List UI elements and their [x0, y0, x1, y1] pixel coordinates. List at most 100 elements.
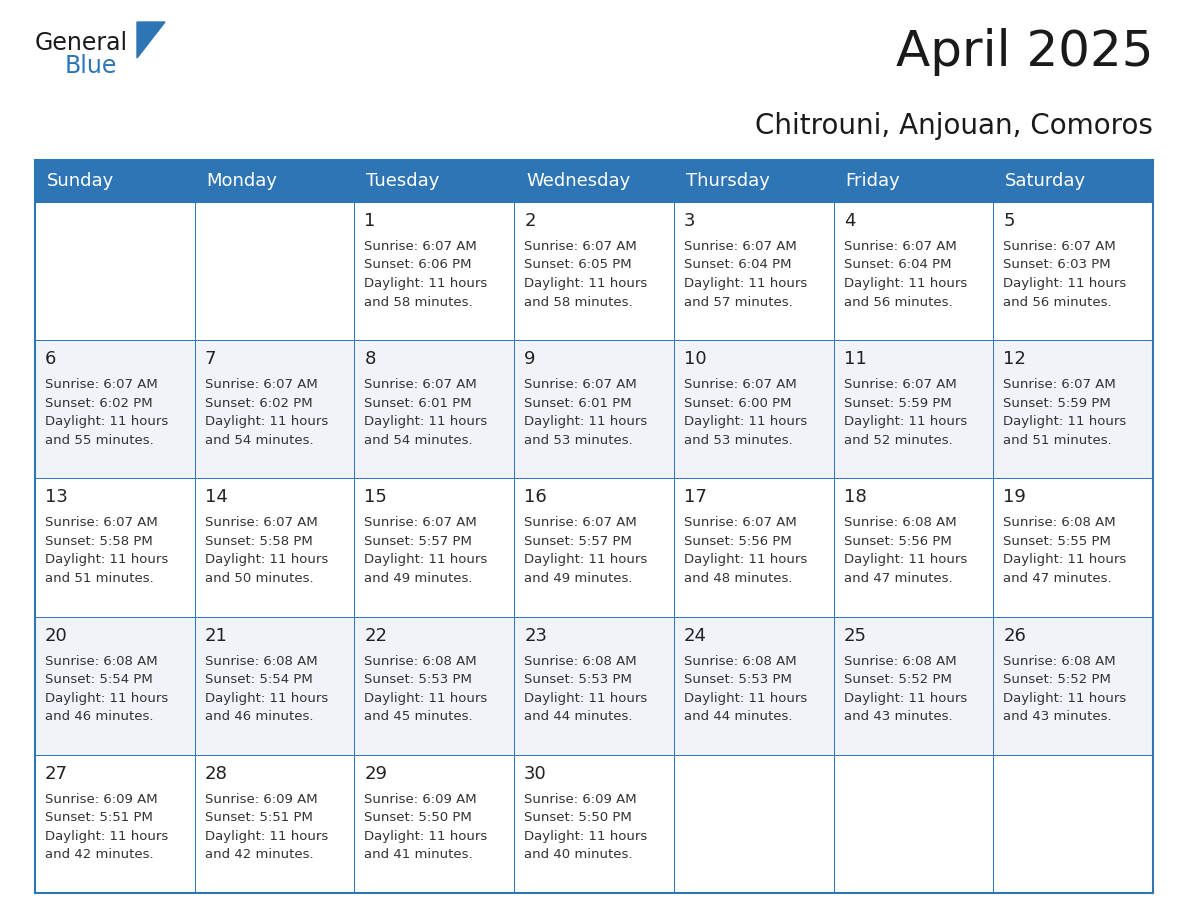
Bar [514, 478, 674, 617]
Text: Tuesday: Tuesday [366, 172, 440, 190]
Text: Daylight: 11 hours: Daylight: 11 hours [843, 415, 967, 428]
Text: Daylight: 11 hours: Daylight: 11 hours [365, 554, 488, 566]
Text: Sunrise: 6:08 AM: Sunrise: 6:08 AM [843, 517, 956, 530]
Bar [195, 341, 354, 478]
Bar [34, 341, 195, 478]
Text: Sunset: 5:58 PM: Sunset: 5:58 PM [45, 535, 153, 548]
Text: Sunrise: 6:07 AM: Sunrise: 6:07 AM [365, 240, 478, 253]
Text: Sunrise: 6:08 AM: Sunrise: 6:08 AM [524, 655, 637, 667]
Bar [354, 202, 514, 341]
Text: Sunset: 6:01 PM: Sunset: 6:01 PM [365, 397, 472, 409]
Text: Sunrise: 6:07 AM: Sunrise: 6:07 AM [524, 378, 637, 391]
Text: Daylight: 11 hours: Daylight: 11 hours [524, 691, 647, 705]
Bar [354, 617, 514, 755]
Bar [674, 755, 834, 893]
Text: Daylight: 11 hours: Daylight: 11 hours [524, 554, 647, 566]
Text: Sunrise: 6:08 AM: Sunrise: 6:08 AM [204, 655, 317, 667]
Text: Daylight: 11 hours: Daylight: 11 hours [204, 554, 328, 566]
Bar [195, 202, 354, 341]
Text: Sunset: 6:04 PM: Sunset: 6:04 PM [684, 259, 791, 272]
Text: 16: 16 [524, 488, 546, 507]
Text: Sunrise: 6:07 AM: Sunrise: 6:07 AM [843, 378, 956, 391]
Text: 11: 11 [843, 350, 866, 368]
Text: 23: 23 [524, 627, 548, 644]
Text: Sunset: 5:57 PM: Sunset: 5:57 PM [524, 535, 632, 548]
Text: 15: 15 [365, 488, 387, 507]
Text: 13: 13 [45, 488, 68, 507]
Bar [834, 341, 993, 478]
Bar [34, 617, 195, 755]
Text: 4: 4 [843, 212, 855, 230]
Text: 19: 19 [1004, 488, 1026, 507]
Bar [34, 160, 1154, 202]
Bar [195, 478, 354, 617]
Text: Sunrise: 6:08 AM: Sunrise: 6:08 AM [365, 655, 478, 667]
Text: 24: 24 [684, 627, 707, 644]
Text: Daylight: 11 hours: Daylight: 11 hours [365, 830, 488, 843]
Text: Daylight: 11 hours: Daylight: 11 hours [365, 277, 488, 290]
Text: 21: 21 [204, 627, 228, 644]
Text: Daylight: 11 hours: Daylight: 11 hours [684, 691, 807, 705]
Text: 2: 2 [524, 212, 536, 230]
Text: and 51 minutes.: and 51 minutes. [45, 572, 153, 585]
Text: and 46 minutes.: and 46 minutes. [204, 711, 314, 723]
Text: 26: 26 [1004, 627, 1026, 644]
Text: Saturday: Saturday [1005, 172, 1086, 190]
Bar [993, 202, 1154, 341]
Text: and 50 minutes.: and 50 minutes. [204, 572, 314, 585]
Bar [514, 617, 674, 755]
Text: Sunrise: 6:08 AM: Sunrise: 6:08 AM [684, 655, 796, 667]
Text: 20: 20 [45, 627, 68, 644]
Text: Sunset: 5:56 PM: Sunset: 5:56 PM [843, 535, 952, 548]
Text: and 58 minutes.: and 58 minutes. [365, 296, 473, 308]
Text: and 42 minutes.: and 42 minutes. [204, 848, 314, 861]
Text: Wednesday: Wednesday [526, 172, 631, 190]
Text: and 40 minutes.: and 40 minutes. [524, 848, 633, 861]
Text: 5: 5 [1004, 212, 1015, 230]
Bar [993, 341, 1154, 478]
Bar [514, 202, 674, 341]
Text: Daylight: 11 hours: Daylight: 11 hours [843, 554, 967, 566]
Text: Sunrise: 6:07 AM: Sunrise: 6:07 AM [45, 378, 158, 391]
Text: Sunset: 5:50 PM: Sunset: 5:50 PM [524, 812, 632, 824]
Text: and 54 minutes.: and 54 minutes. [204, 433, 314, 447]
Bar [34, 478, 195, 617]
Text: 22: 22 [365, 627, 387, 644]
Text: Sunset: 5:52 PM: Sunset: 5:52 PM [1004, 673, 1111, 686]
Bar [993, 617, 1154, 755]
Text: Daylight: 11 hours: Daylight: 11 hours [1004, 691, 1126, 705]
Text: 8: 8 [365, 350, 375, 368]
Text: Monday: Monday [207, 172, 278, 190]
Text: Sunset: 5:53 PM: Sunset: 5:53 PM [524, 673, 632, 686]
Text: Chitrouni, Anjouan, Comoros: Chitrouni, Anjouan, Comoros [756, 112, 1154, 140]
Text: and 43 minutes.: and 43 minutes. [1004, 711, 1112, 723]
Text: 6: 6 [45, 350, 56, 368]
Text: Sunrise: 6:09 AM: Sunrise: 6:09 AM [204, 793, 317, 806]
Text: and 57 minutes.: and 57 minutes. [684, 296, 792, 308]
Text: Sunrise: 6:07 AM: Sunrise: 6:07 AM [524, 517, 637, 530]
Text: Daylight: 11 hours: Daylight: 11 hours [524, 415, 647, 428]
Text: Sunrise: 6:08 AM: Sunrise: 6:08 AM [1004, 517, 1116, 530]
Text: Sunset: 5:52 PM: Sunset: 5:52 PM [843, 673, 952, 686]
Text: Sunset: 5:54 PM: Sunset: 5:54 PM [45, 673, 153, 686]
Text: 3: 3 [684, 212, 695, 230]
Text: Sunrise: 6:07 AM: Sunrise: 6:07 AM [1004, 378, 1116, 391]
Bar [354, 755, 514, 893]
Text: Sunset: 5:54 PM: Sunset: 5:54 PM [204, 673, 312, 686]
Text: Daylight: 11 hours: Daylight: 11 hours [843, 691, 967, 705]
Text: Daylight: 11 hours: Daylight: 11 hours [45, 691, 169, 705]
Text: Sunrise: 6:07 AM: Sunrise: 6:07 AM [524, 240, 637, 253]
Text: Sunset: 5:51 PM: Sunset: 5:51 PM [45, 812, 153, 824]
Bar [195, 617, 354, 755]
Text: Sunset: 6:02 PM: Sunset: 6:02 PM [204, 397, 312, 409]
Text: Daylight: 11 hours: Daylight: 11 hours [1004, 415, 1126, 428]
Bar [674, 617, 834, 755]
Text: Sunrise: 6:07 AM: Sunrise: 6:07 AM [843, 240, 956, 253]
Text: 18: 18 [843, 488, 866, 507]
Text: Sunset: 6:00 PM: Sunset: 6:00 PM [684, 397, 791, 409]
Text: Sunset: 6:05 PM: Sunset: 6:05 PM [524, 259, 632, 272]
Text: Daylight: 11 hours: Daylight: 11 hours [684, 277, 807, 290]
Bar [34, 202, 195, 341]
Text: and 52 minutes.: and 52 minutes. [843, 433, 953, 447]
Text: Sunrise: 6:09 AM: Sunrise: 6:09 AM [524, 793, 637, 806]
